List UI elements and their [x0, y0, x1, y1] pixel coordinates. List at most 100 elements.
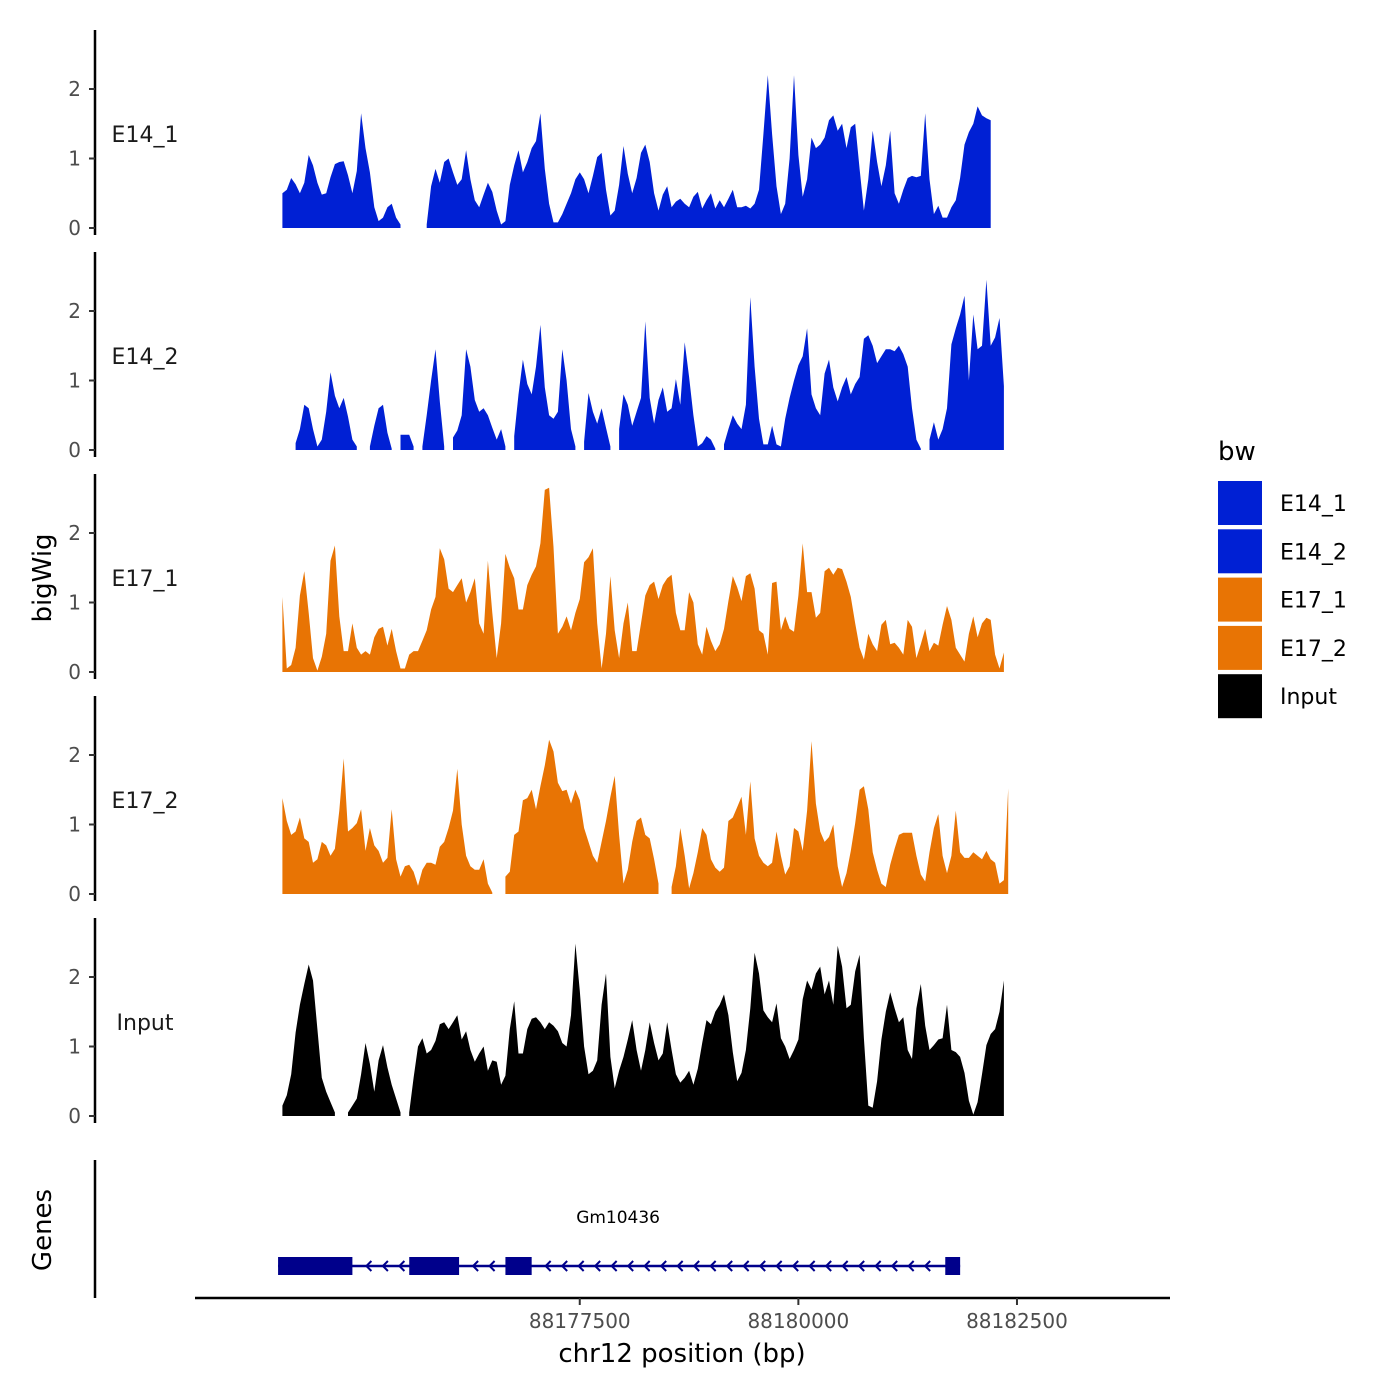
strand-arrow — [758, 1260, 766, 1272]
strand-arrow — [791, 1260, 799, 1272]
signal-area-E14_2 — [295, 372, 357, 450]
y-tick-label: 2 — [68, 743, 81, 767]
strand-arrow — [544, 1260, 552, 1272]
strand-arrow — [775, 1260, 783, 1272]
signal-area-E14_2 — [619, 321, 716, 450]
track-label: E14_1 — [112, 123, 179, 148]
signal-tracks: 0 1 2 E14_1 0 1 2 E14_2 0 1 2 E17_1 0 1 2 E17_2 0 1 2 Input — [68, 30, 1009, 1128]
track-Input: 0 1 2 Input — [68, 918, 1004, 1128]
strand-arrow — [808, 1260, 816, 1272]
y-tick-label: 0 — [68, 216, 81, 240]
y-tick-label: 2 — [68, 521, 81, 545]
y-tick-label: 1 — [68, 147, 81, 171]
signal-area-E14_2 — [453, 349, 506, 450]
track-label: Input — [117, 1011, 174, 1036]
legend-label: E14_2 — [1280, 540, 1347, 565]
exon-block — [409, 1257, 460, 1275]
y-tick-label: 1 — [68, 369, 81, 393]
strand-arrow — [907, 1260, 915, 1272]
genes-panel: Gm10436 — [93, 1160, 961, 1298]
x-tick-label: 88177500 — [529, 1309, 631, 1333]
legend-label: Input — [1280, 685, 1337, 710]
strand-arrow — [923, 1260, 931, 1272]
strand-arrow — [560, 1260, 568, 1272]
legend-swatch-Input — [1218, 674, 1262, 719]
signal-area-Input — [409, 943, 1004, 1116]
legend: bw E14_1 E14_2 E17_1 E17_2 Input — [1218, 437, 1347, 719]
legend-swatch-E14_2 — [1218, 529, 1262, 574]
track-label: E17_1 — [112, 567, 179, 592]
strand-arrow — [725, 1260, 733, 1272]
strand-arrow — [488, 1260, 496, 1272]
y-axis-title: bigWig — [28, 533, 58, 622]
legend-label: E17_1 — [1280, 589, 1347, 614]
y-tick-label: 1 — [68, 1035, 81, 1059]
y-tick-label: 2 — [68, 299, 81, 323]
y-tick-label: 0 — [68, 1104, 81, 1128]
signal-area-Input — [282, 964, 335, 1116]
signal-area-E14_2 — [514, 324, 576, 450]
strand-arrow — [659, 1260, 667, 1272]
genes-axis-title: Genes — [28, 1189, 58, 1271]
legend-label: E17_2 — [1280, 637, 1347, 662]
strand-arrow — [381, 1260, 389, 1272]
signal-area-Input — [348, 1043, 401, 1116]
track-E17_1: 0 1 2 E17_1 — [68, 474, 1004, 684]
strand-arrow — [824, 1260, 832, 1272]
legend-label: E14_1 — [1280, 492, 1347, 517]
strand-arrow — [709, 1260, 717, 1272]
exon-block — [945, 1257, 961, 1275]
strand-arrow — [577, 1260, 585, 1272]
signal-area-E14_2 — [369, 404, 392, 450]
strand-arrow — [742, 1260, 750, 1272]
strand-arrow — [471, 1260, 479, 1272]
strand-arrow — [874, 1260, 882, 1272]
strand-arrow — [610, 1260, 618, 1272]
legend-swatch-E17_2 — [1218, 625, 1262, 670]
legend-title: bw — [1218, 437, 1256, 467]
strand-arrow — [364, 1260, 373, 1272]
signal-area-E17_2 — [505, 739, 659, 894]
x-tick-label: 88182500 — [966, 1309, 1068, 1333]
strand-arrow — [890, 1260, 898, 1272]
strand-arrow — [841, 1260, 849, 1272]
signal-area-E14_1 — [426, 75, 991, 228]
legend-swatch-E17_1 — [1218, 577, 1262, 622]
y-tick-label: 0 — [68, 660, 81, 684]
x-axis: 88177500 88180000 88182500 — [195, 1296, 1170, 1333]
track-label: E17_2 — [112, 789, 179, 814]
signal-area-E14_2 — [400, 434, 414, 450]
strand-arrow — [593, 1260, 601, 1272]
strand-arrow — [857, 1260, 865, 1272]
signal-area-E14_2 — [929, 279, 1004, 450]
exon-block — [278, 1257, 353, 1275]
signal-area-E17_1 — [282, 487, 1004, 672]
y-tick-label: 1 — [68, 813, 81, 837]
signal-area-E14_2 — [422, 349, 445, 450]
y-tick-label: 0 — [68, 882, 81, 906]
legend-swatch-E14_1 — [1218, 481, 1262, 525]
strand-arrow — [626, 1260, 634, 1272]
y-tick-label: 2 — [68, 77, 81, 101]
signal-area-E14_2 — [724, 297, 921, 450]
signal-area-E17_2 — [282, 758, 493, 894]
signal-area-E14_1 — [282, 113, 401, 228]
y-tick-label: 1 — [68, 591, 81, 615]
track-label: E14_2 — [112, 345, 179, 370]
strand-arrow — [397, 1260, 406, 1272]
x-axis-title: chr12 position (bp) — [558, 1339, 805, 1369]
track-E14_2: 0 1 2 E14_2 — [68, 252, 1004, 462]
strand-arrow — [676, 1260, 684, 1272]
signal-area-E17_2 — [671, 741, 1009, 894]
track-E14_1: 0 1 2 E14_1 — [68, 30, 991, 240]
track-E17_2: 0 1 2 E17_2 — [68, 696, 1009, 906]
x-tick-label: 88180000 — [747, 1309, 849, 1333]
signal-area-E14_2 — [584, 393, 611, 450]
exon-block — [505, 1257, 532, 1275]
y-tick-label: 2 — [68, 965, 81, 989]
y-tick-label: 0 — [68, 438, 81, 462]
strand-arrow — [692, 1260, 700, 1272]
strand-arrow — [643, 1260, 651, 1272]
gene-name-label: Gm10436 — [576, 1208, 660, 1228]
